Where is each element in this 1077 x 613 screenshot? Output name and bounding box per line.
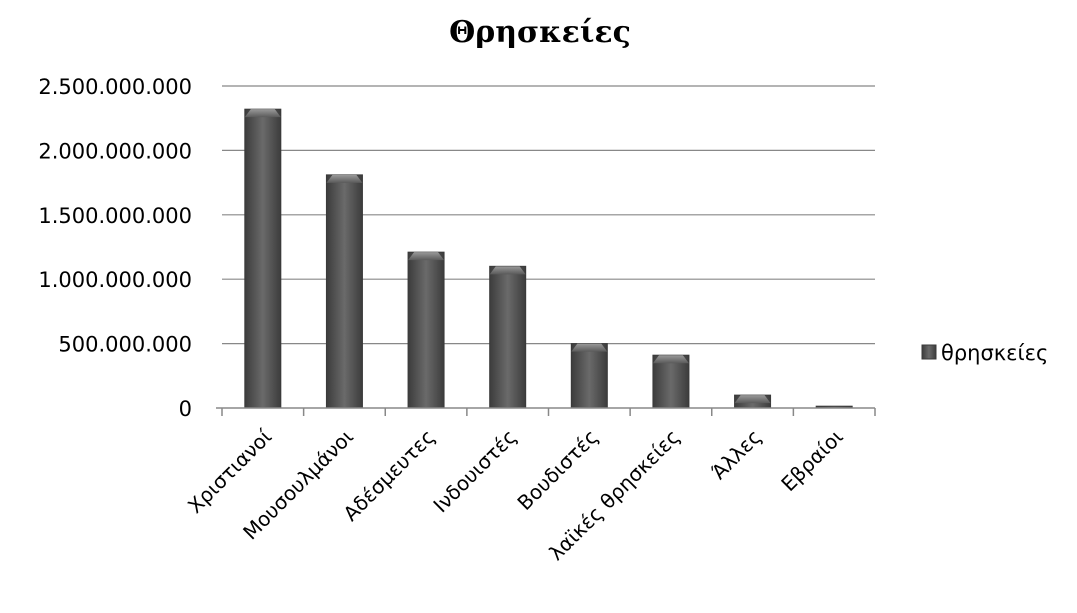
bar-cap	[652, 355, 689, 364]
legend-swatch	[921, 344, 937, 360]
bar-cap	[734, 395, 771, 404]
legend-label: θρησκείες	[941, 341, 1048, 365]
bar-body	[489, 265, 527, 409]
bar-cap	[571, 343, 608, 352]
bar	[570, 343, 608, 409]
x-axis-category-labels: ΧριστιανοίΜουσουλμάνοιΑδέσμευτεςΙνδουιστ…	[183, 424, 848, 565]
bar	[489, 265, 527, 409]
y-tick-label: 1.500.000.000	[38, 204, 192, 228]
bar-body	[652, 354, 690, 409]
axes	[216, 407, 876, 416]
legend: θρησκείες	[921, 341, 1048, 365]
y-tick-label: 2.500.000.000	[38, 75, 192, 99]
bar-body	[407, 251, 445, 409]
x-category-label: Εβραίοι	[776, 424, 848, 496]
chart-title: Θρησκείες	[449, 15, 631, 50]
bar-cap	[244, 109, 281, 118]
bar	[652, 354, 690, 409]
x-category-label: Άλλες	[707, 425, 766, 484]
y-tick-label: 0	[179, 397, 192, 421]
bar-body	[570, 343, 608, 409]
y-tick-label: 500.000.000	[58, 333, 192, 357]
bar	[407, 251, 445, 409]
gridlines	[222, 85, 875, 345]
y-axis-tick-labels: 0 500.000.000 1.000.000.000 1.500.000.000 2.…	[38, 75, 192, 421]
bar-cap	[489, 266, 526, 275]
bar	[244, 108, 282, 409]
bar-series	[244, 108, 853, 409]
x-category-label: Ινδουιστές	[428, 425, 521, 518]
bar	[325, 174, 363, 409]
y-tick-label: 1.000.000.000	[38, 268, 192, 292]
bar-body	[244, 108, 282, 409]
y-tick-label: 2.000.000.000	[38, 139, 192, 163]
bar	[734, 394, 772, 409]
bar-body	[325, 174, 363, 409]
bar-cap	[326, 174, 363, 183]
bar-cap	[408, 252, 445, 261]
